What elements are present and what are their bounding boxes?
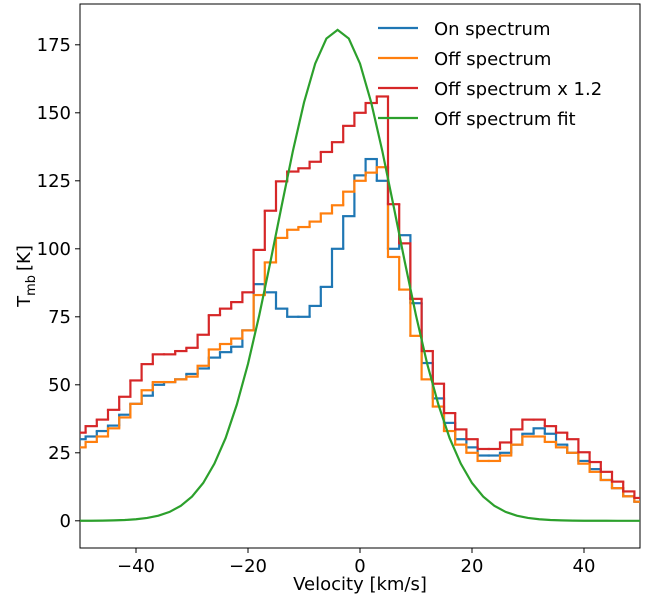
legend-label: On spectrum [434, 19, 550, 40]
y-tick-label: 25 [48, 443, 71, 464]
y-tick-label: 0 [60, 511, 71, 532]
x-axis-label: Velocity [km/s] [293, 574, 427, 595]
y-tick-label: 150 [37, 103, 71, 124]
plot-area [80, 28, 640, 522]
y-label-sub: mb [24, 275, 39, 296]
legend-label: Off spectrum [434, 49, 551, 70]
y-label-main: T [14, 295, 35, 308]
x-tick-label: −20 [229, 556, 267, 577]
y-tick-label: 100 [37, 239, 71, 260]
x-tick-label: 20 [461, 556, 484, 577]
y-axis-label: Tmb [K] [14, 245, 39, 308]
x-tick-label: −40 [117, 556, 155, 577]
x-tick-label: 40 [573, 556, 596, 577]
x-tick-label: 0 [354, 556, 365, 577]
y-label-unit: [K] [14, 245, 35, 271]
y-tick-label: 175 [37, 35, 71, 56]
y-tick-label: 125 [37, 171, 71, 192]
y-tick-label: 75 [48, 307, 71, 328]
legend-label: Off spectrum x 1.2 [434, 79, 602, 100]
fit-line [80, 28, 640, 522]
y-tick-label: 50 [48, 375, 71, 396]
legend-label: Off spectrum fit [434, 109, 576, 130]
